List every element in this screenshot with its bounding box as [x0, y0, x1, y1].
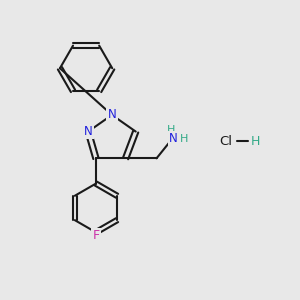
- Text: H: H: [180, 134, 189, 144]
- Text: F: F: [92, 229, 100, 242]
- Text: N: N: [108, 108, 116, 122]
- Text: H: H: [251, 135, 260, 148]
- Text: H: H: [167, 125, 175, 135]
- Text: Cl: Cl: [219, 135, 232, 148]
- Text: N: N: [169, 132, 178, 145]
- Text: N: N: [84, 125, 93, 138]
